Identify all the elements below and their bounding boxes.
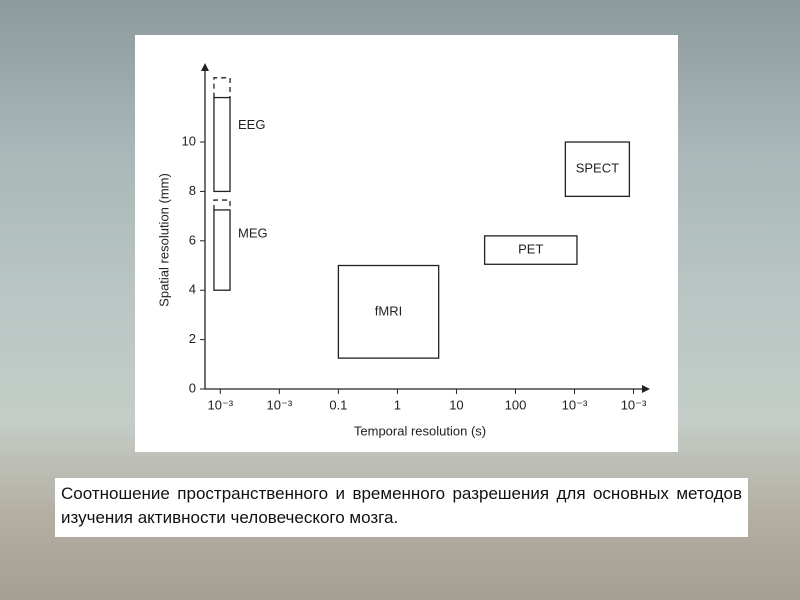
range-box (213, 96, 231, 193)
y-axis-arrow (201, 63, 209, 71)
x-tick-label: 1 (394, 397, 401, 412)
x-tick-label: 10 (449, 397, 463, 412)
x-tick-label: 0.1 (329, 397, 347, 412)
range-box (564, 141, 631, 198)
box-label: fMRI (375, 303, 402, 318)
y-tick-label: 0 (189, 380, 196, 395)
y-tick-label: 8 (189, 183, 196, 198)
box-label: SPECT (576, 161, 619, 176)
x-tick-label: 10⁻³ (562, 397, 588, 412)
x-tick-label: 10⁻³ (207, 397, 233, 412)
x-tick-label: 10⁻³ (267, 397, 293, 412)
range-box (213, 209, 231, 291)
range-box (483, 235, 578, 265)
range-box (337, 264, 440, 359)
y-tick-label: 6 (189, 232, 196, 247)
range-extension (213, 77, 231, 98)
x-tick-label: 10⁻³ (621, 397, 647, 412)
chart-panel (135, 35, 678, 452)
box-label: MEG (238, 225, 268, 240)
y-axis-title: Spatial resolution (mm) (156, 173, 171, 307)
x-axis-arrow (642, 385, 650, 393)
caption: Соотношение пространственного и временно… (55, 478, 748, 537)
y-tick-label: 2 (189, 331, 196, 346)
box-label: EEG (238, 117, 265, 132)
y-tick-label: 10 (182, 133, 196, 148)
x-axis-title: Temporal resolution (s) (354, 423, 486, 438)
x-tick-label: 100 (505, 397, 527, 412)
y-tick-label: 4 (189, 282, 196, 297)
box-label: PET (518, 242, 543, 257)
range-extension (213, 199, 231, 210)
